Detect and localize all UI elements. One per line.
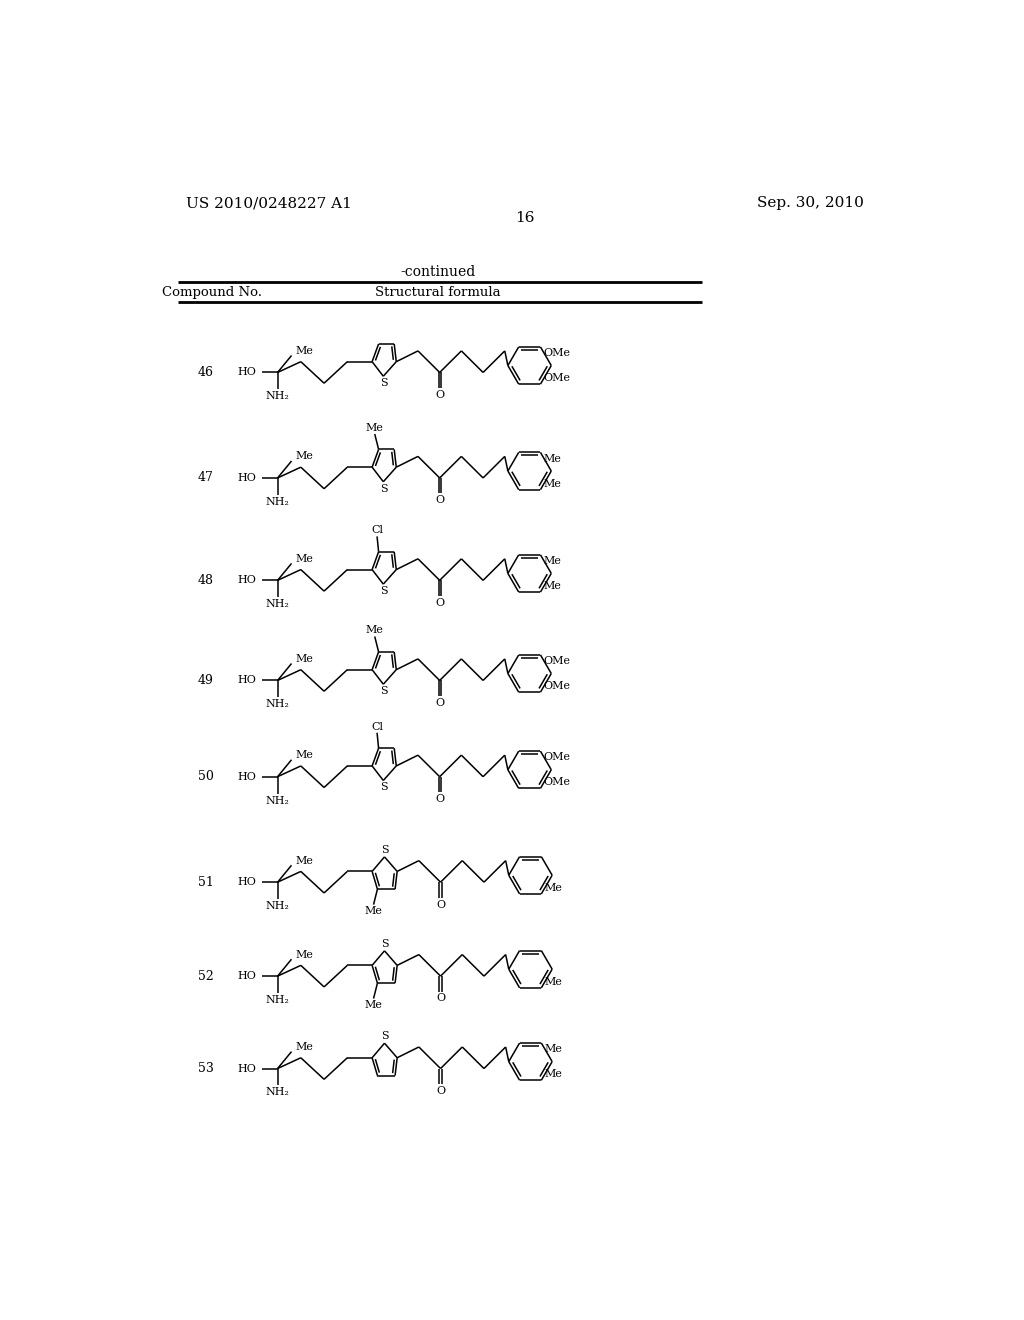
Text: O: O — [435, 495, 444, 506]
Text: OMe: OMe — [544, 656, 570, 667]
Text: OMe: OMe — [544, 348, 570, 358]
Text: US 2010/0248227 A1: US 2010/0248227 A1 — [186, 197, 352, 210]
Text: Me: Me — [544, 479, 561, 488]
Text: Me: Me — [365, 999, 383, 1010]
Text: Structural formula: Structural formula — [375, 286, 501, 298]
Text: NH₂: NH₂ — [265, 700, 290, 709]
Text: 46: 46 — [198, 366, 214, 379]
Text: Me: Me — [545, 977, 562, 987]
Text: OMe: OMe — [544, 777, 570, 787]
Text: O: O — [435, 698, 444, 708]
Text: S: S — [382, 1031, 389, 1041]
Text: HO: HO — [237, 576, 256, 585]
Text: HO: HO — [237, 676, 256, 685]
Text: NH₂: NH₂ — [265, 1088, 290, 1097]
Text: Cl: Cl — [371, 525, 383, 535]
Text: Sep. 30, 2010: Sep. 30, 2010 — [757, 197, 863, 210]
Text: HO: HO — [237, 772, 256, 781]
Text: NH₂: NH₂ — [265, 599, 290, 610]
Text: Me: Me — [295, 855, 313, 866]
Text: NH₂: NH₂ — [265, 902, 290, 911]
Text: NH₂: NH₂ — [265, 995, 290, 1005]
Text: Me: Me — [295, 346, 313, 356]
Text: Me: Me — [366, 626, 384, 635]
Text: 52: 52 — [198, 970, 213, 982]
Text: S: S — [380, 783, 388, 792]
Text: O: O — [436, 1086, 445, 1096]
Text: 47: 47 — [198, 471, 214, 484]
Text: O: O — [435, 389, 444, 400]
Text: HO: HO — [237, 473, 256, 483]
Text: 53: 53 — [198, 1063, 214, 1074]
Text: 50: 50 — [198, 770, 214, 783]
Text: Me: Me — [295, 554, 313, 564]
Text: S: S — [380, 686, 388, 696]
Text: Me: Me — [295, 949, 313, 960]
Text: NH₂: NH₂ — [265, 391, 290, 401]
Text: Me: Me — [295, 451, 313, 462]
Text: Me: Me — [545, 1044, 562, 1055]
Text: HO: HO — [237, 1064, 256, 1073]
Text: NH₂: NH₂ — [265, 796, 290, 805]
Text: Cl: Cl — [371, 722, 383, 731]
Text: Me: Me — [544, 454, 561, 463]
Text: 48: 48 — [198, 574, 214, 587]
Text: Me: Me — [295, 750, 313, 760]
Text: 16: 16 — [515, 211, 535, 226]
Text: O: O — [435, 795, 444, 804]
Text: HO: HO — [237, 878, 256, 887]
Text: O: O — [436, 994, 445, 1003]
Text: HO: HO — [237, 367, 256, 378]
Text: Me: Me — [545, 1069, 562, 1080]
Text: OMe: OMe — [544, 681, 570, 692]
Text: O: O — [435, 598, 444, 607]
Text: Me: Me — [544, 581, 561, 591]
Text: Me: Me — [295, 653, 313, 664]
Text: Me: Me — [545, 883, 562, 892]
Text: 49: 49 — [198, 675, 214, 686]
Text: NH₂: NH₂ — [265, 496, 290, 507]
Text: OMe: OMe — [544, 752, 570, 762]
Text: HO: HO — [237, 972, 256, 981]
Text: -continued: -continued — [400, 265, 475, 280]
Text: Me: Me — [544, 556, 561, 566]
Text: Compound No.: Compound No. — [162, 286, 262, 298]
Text: O: O — [436, 899, 445, 909]
Text: S: S — [382, 939, 389, 949]
Text: S: S — [380, 483, 388, 494]
Text: S: S — [380, 586, 388, 597]
Text: OMe: OMe — [544, 374, 570, 383]
Text: Me: Me — [295, 1041, 313, 1052]
Text: Me: Me — [366, 422, 384, 433]
Text: 51: 51 — [198, 875, 214, 888]
Text: S: S — [380, 378, 388, 388]
Text: S: S — [382, 845, 389, 855]
Text: Me: Me — [365, 906, 383, 916]
